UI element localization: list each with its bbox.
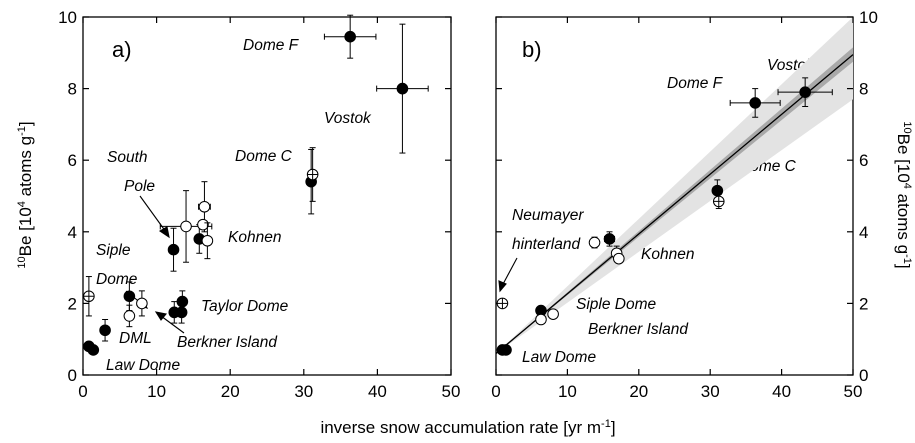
annotation: Neumayer (512, 207, 584, 224)
annotation: Siple Dome (576, 296, 656, 313)
annotation: Dome C (235, 148, 293, 165)
data-point-open (201, 234, 214, 247)
y-label-tail: ] (16, 121, 35, 126)
panel-b-label: b) (522, 37, 542, 62)
annotation: DML (119, 330, 152, 347)
x-tick-label: 50 (844, 382, 863, 401)
data-point-open (535, 313, 547, 326)
y-label-r-mid: atoms g (894, 189, 913, 254)
data-point-filled (749, 97, 761, 109)
data-point-open (180, 220, 192, 233)
data-point-filled (99, 324, 111, 337)
panel-a-frame (82, 16, 452, 376)
annotation: hinterland (512, 236, 581, 253)
annotation: Law Dome (106, 357, 180, 374)
data-point-filled (603, 233, 616, 245)
arrow-neumayer (501, 257, 518, 287)
annotation: Dome F (243, 37, 300, 54)
panel-a-label: a) (112, 37, 132, 62)
data-point-open (123, 310, 136, 322)
data-point-filled (123, 290, 136, 303)
y-tick-label: 4 (68, 223, 77, 242)
confidence-band-inner (496, 47, 853, 354)
y-label-mid: atoms g (16, 136, 35, 201)
plot-area-a: 0 10 20 30 40 50 0 2 4 6 8 10 (58, 8, 460, 401)
annotation: Kohnen (228, 229, 281, 246)
y-tick-label: 0 (68, 366, 77, 385)
data-point-open (588, 236, 601, 249)
y-label-r-sup2: 4 (901, 183, 913, 189)
data-point-filled (799, 86, 811, 98)
y-label-r-sup3: -1 (901, 254, 913, 264)
x-tick-label: 10 (558, 382, 577, 401)
y-label-sup2: 4 (16, 201, 28, 207)
y-label-sup: 10 (16, 256, 28, 268)
x-tick-label: 0 (78, 382, 87, 401)
y-tick-label: 0 (859, 366, 868, 385)
x-tick-label: 30 (294, 382, 313, 401)
x-label-main: inverse snow accumulation rate [yr m (320, 418, 601, 437)
x-tick-label: 40 (772, 382, 791, 401)
confidence-band-outer (496, 17, 853, 354)
x-tick-label: 10 (147, 382, 166, 401)
y-label-r-sup: 10 (901, 121, 913, 133)
annotation: Vostok (324, 110, 372, 127)
annotation: Taylor Dome (201, 298, 289, 315)
annotation: Dome (96, 271, 138, 288)
y-tick-label: 10 (859, 8, 878, 27)
data-point-filled (87, 344, 100, 356)
y-tick-label: 8 (68, 80, 77, 99)
y-tick-label: 2 (68, 294, 77, 313)
data-point-open (197, 218, 209, 231)
annotation: Siple (96, 242, 131, 259)
y-axis-label-left: 10Be [104 atoms g-1] (16, 121, 35, 268)
y-tick-label: 6 (68, 151, 77, 170)
data-point-open (613, 252, 625, 265)
data-point-open (547, 308, 559, 320)
arrow-berkner (160, 315, 185, 334)
annotation: Berkner Island (588, 321, 689, 338)
y-tick-label: 10 (58, 8, 77, 27)
arrow-head (498, 280, 507, 293)
x-tick-label: 40 (368, 382, 387, 401)
x-label-sup: -1 (601, 418, 611, 430)
data-point-filled (500, 344, 512, 356)
y-label-sup3: -1 (16, 126, 28, 136)
data-point-filled (396, 82, 409, 95)
y-label-r-tail: ] (894, 264, 913, 269)
x-tick-label: 20 (221, 382, 240, 401)
annotation: Pole (124, 178, 155, 195)
data-point-filled (175, 306, 188, 319)
y-label-main: Be [10 (16, 207, 35, 256)
y-axis-label-right: 10Be [104 atoms g-1] (894, 121, 913, 268)
x-label-tail: ] (611, 418, 616, 437)
panel-b-frame (495, 16, 854, 376)
x-tick-label: 30 (701, 382, 720, 401)
x-tick-label: 50 (442, 382, 461, 401)
fit-line (495, 54, 854, 355)
x-axis-label: inverse snow accumulation rate [yr m-1] (320, 418, 615, 437)
y-tick-label: 8 (859, 80, 868, 99)
data-point-open (136, 297, 148, 310)
annotation: Kohnen (641, 246, 694, 263)
data-point-filled (344, 30, 356, 43)
data-point-open (198, 200, 211, 213)
x-tick-label: 0 (491, 382, 500, 401)
arrow-head (154, 311, 168, 321)
y-tick-label: 2 (859, 294, 868, 313)
annotation: South (107, 149, 148, 166)
annotation: Berkner Island (177, 334, 278, 351)
y-tick-label: 4 (859, 223, 868, 242)
annotation: Dome F (667, 75, 724, 92)
data-point-filled (167, 243, 180, 256)
y-label-r-main: Be [10 (894, 134, 913, 183)
arrow-head (158, 226, 170, 239)
y-tick-label: 6 (859, 151, 868, 170)
annotation: Law Dome (522, 349, 596, 366)
x-tick-label: 20 (629, 382, 648, 401)
